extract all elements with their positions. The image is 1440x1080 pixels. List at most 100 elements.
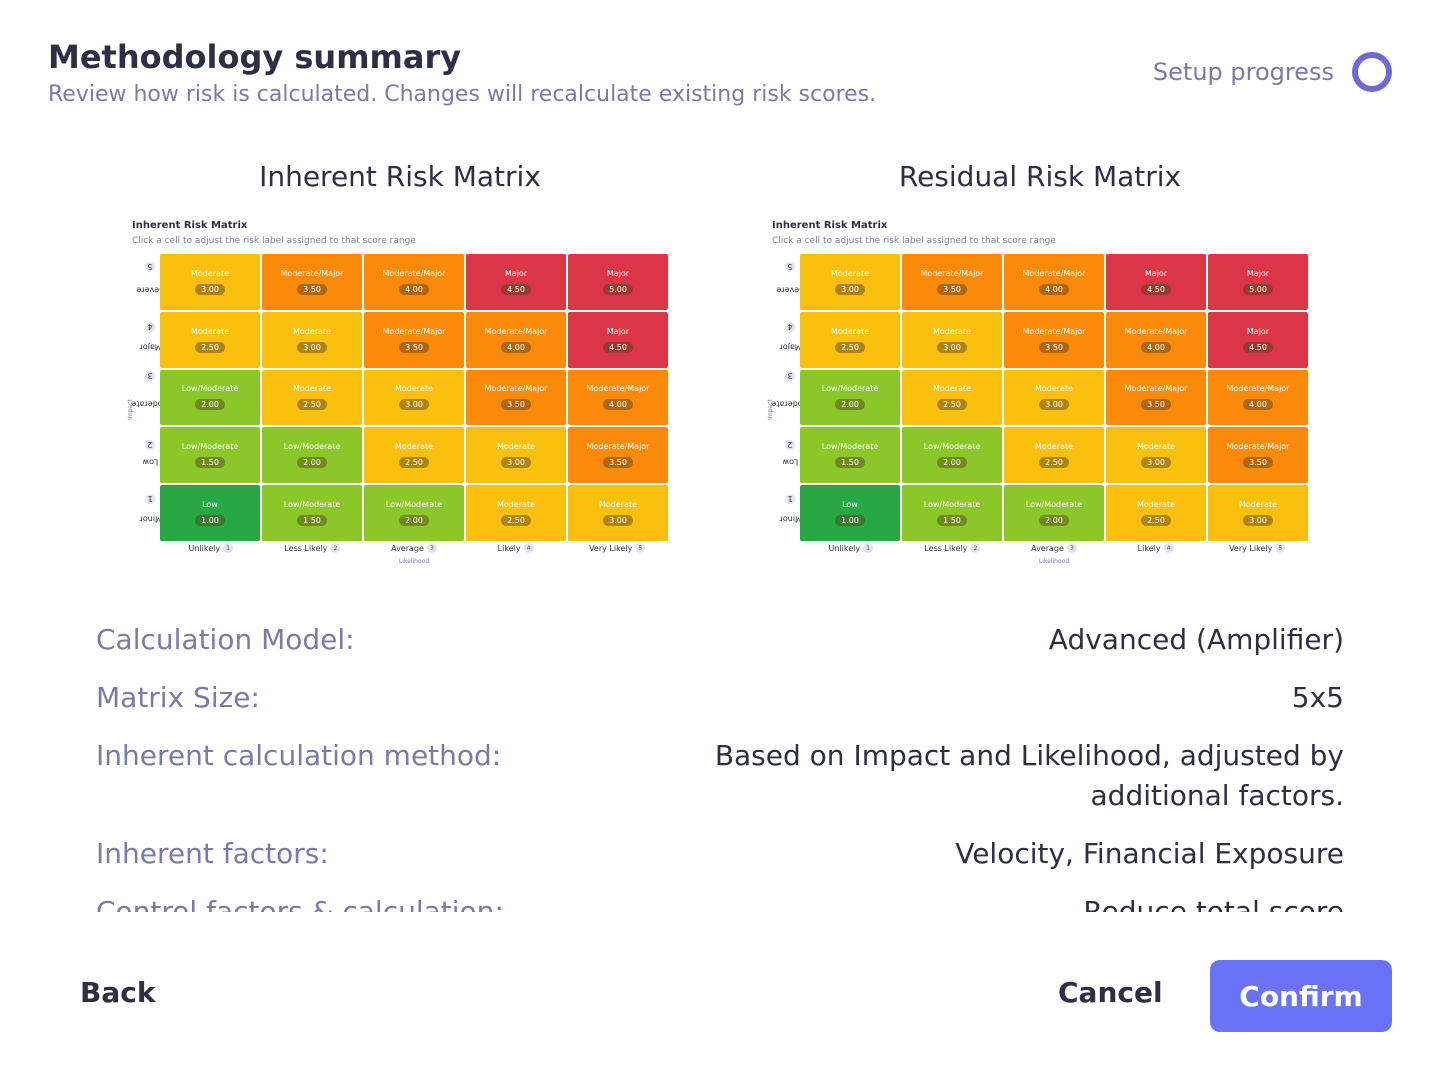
cell-risk-label: Moderate (496, 500, 536, 510)
cell-risk-label: Moderate/Major (1022, 268, 1086, 278)
matrix-cell[interactable]: Low/Moderate 1.50 (160, 427, 260, 484)
matrix-cell[interactable]: Major 5.00 (568, 254, 668, 310)
matrix-cell[interactable]: Moderate 2.50 (1106, 485, 1206, 541)
matrix-cell[interactable]: Moderate/Major 3.50 (568, 427, 668, 484)
row-number-badge: 5 (785, 261, 796, 272)
matrix-cell[interactable]: Low/Moderate 2.00 (262, 427, 362, 484)
matrix-cell[interactable]: Low/Moderate 2.00 (1004, 485, 1104, 541)
matrix-cell[interactable]: Low/Moderate 2.00 (902, 427, 1002, 484)
matrix-cell[interactable]: Major 4.50 (1208, 311, 1308, 368)
matrix-mini-subtitle: Click a cell to adjust the risk label as… (132, 236, 416, 246)
matrix-cell[interactable]: Low/Moderate 2.00 (364, 485, 464, 541)
setup-progress[interactable]: Setup progress (1153, 52, 1392, 92)
matrix-cell[interactable]: Moderate/Major 4.00 (1004, 254, 1104, 310)
matrix-cell[interactable]: Moderate 2.50 (262, 369, 362, 426)
confirm-button[interactable]: Confirm (1210, 960, 1392, 1032)
cell-risk-label: Major (606, 268, 630, 278)
matrix-cell[interactable]: Moderate/Major 3.50 (262, 254, 362, 310)
matrix-cell[interactable]: Moderate 2.50 (466, 485, 566, 541)
cell-score-badge: 3.50 (603, 457, 633, 469)
cell-score-badge: 4.50 (1243, 341, 1273, 353)
matrix-cell[interactable]: Moderate 2.50 (902, 369, 1002, 426)
matrix-cell[interactable]: Moderate/Major 4.00 (1208, 369, 1308, 426)
matrix-heading: Inherent Risk Matrix (259, 160, 541, 193)
matrix-cell[interactable]: Low/Moderate 1.50 (800, 427, 900, 484)
matrix-cell[interactable]: Moderate/Major 3.50 (1208, 427, 1308, 484)
cell-score-badge: 3.50 (399, 341, 429, 353)
matrix-cell[interactable]: Low/Moderate 1.50 (262, 485, 362, 541)
matrix-cell[interactable]: Moderate/Major 4.00 (466, 311, 566, 368)
matrix-cell[interactable]: Moderate/Major 3.50 (1004, 311, 1104, 368)
matrix-cell[interactable]: Moderate 3.00 (160, 254, 260, 310)
matrix-cell[interactable]: Moderate 2.50 (800, 311, 900, 368)
matrix-cell[interactable]: Moderate/Major 3.50 (466, 369, 566, 426)
page-title: Methodology summary (48, 38, 462, 76)
matrix-cell[interactable]: Low 1.00 (800, 485, 900, 541)
matrix-cell[interactable]: Moderate 3.00 (364, 369, 464, 426)
detail-row: Matrix Size: 5x5 (96, 678, 1344, 718)
column-label-text: Unlikely (188, 543, 221, 553)
matrix-cell[interactable]: Moderate 3.00 (1106, 427, 1206, 484)
back-button[interactable]: Back (80, 976, 156, 1009)
methodology-details[interactable]: Calculation Model: Advanced (Amplifier) Ma… (96, 620, 1344, 912)
row-number-badge: 3 (785, 371, 796, 382)
detail-row: Inherent factors: Velocity, Financial Exp… (96, 834, 1344, 874)
cell-risk-label: Major (1246, 326, 1270, 336)
cell-score-badge: 2.50 (835, 341, 865, 353)
row-label: Moderate 3 (131, 369, 169, 426)
detail-label: Control factors & calculation: (96, 895, 504, 912)
matrix-cell[interactable]: Low/Moderate 2.00 (160, 369, 260, 426)
matrix-cell[interactable]: Moderate/Major 4.00 (568, 369, 668, 426)
cell-score-badge: 2.50 (937, 399, 967, 411)
matrix-cell[interactable]: Moderate 3.00 (1208, 485, 1308, 541)
matrix-mini-title: Inherent Risk Matrix (772, 220, 888, 231)
cell-risk-label: Major (504, 268, 528, 278)
matrix-cell[interactable]: Moderate/Major 4.00 (1106, 311, 1206, 368)
matrix-cell[interactable]: Moderate 3.00 (568, 485, 668, 541)
matrix-cell[interactable]: Major 5.00 (1208, 254, 1308, 310)
x-axis-title: Likelihood (1038, 558, 1070, 565)
matrix-cell[interactable]: Major 4.50 (568, 311, 668, 368)
cell-score-badge: 3.00 (399, 399, 429, 411)
row-label-text: Minor (778, 514, 802, 524)
cell-risk-label: Moderate (292, 384, 332, 394)
column-label: Unlikely 1 (800, 543, 902, 553)
matrix-cell[interactable]: Major 4.50 (466, 254, 566, 310)
cell-risk-label: Moderate (830, 268, 870, 278)
cell-score-badge: 3.00 (1039, 399, 1069, 411)
matrix-cell[interactable]: Moderate 3.00 (800, 254, 900, 310)
matrix-cell[interactable]: Moderate 3.00 (466, 427, 566, 484)
matrix-cell[interactable]: Low 1.00 (160, 485, 260, 541)
matrix-cell[interactable]: Moderate 3.00 (1004, 369, 1104, 426)
detail-row: Inherent calculation method: Based on Imp… (96, 736, 1344, 816)
matrix-cell[interactable]: Moderate 3.00 (902, 311, 1002, 368)
matrix-cell[interactable]: Low/Moderate 2.00 (800, 369, 900, 426)
matrix-cell[interactable]: Moderate/Major 3.50 (1106, 369, 1206, 426)
cell-score-badge: 1.00 (835, 515, 865, 527)
inherent-matrix-panel: Inherent Risk Matrix Inherent Risk Matri… (127, 160, 670, 580)
detail-value: Reduce total score (1083, 895, 1344, 912)
cell-risk-label: Moderate (1136, 500, 1176, 510)
detail-value: Velocity, Financial Exposure (955, 837, 1344, 870)
matrix-mini-title: Inherent Risk Matrix (132, 220, 248, 231)
cell-risk-label: Moderate (598, 500, 638, 510)
cell-risk-label: Moderate (190, 268, 230, 278)
matrix-cell[interactable]: Moderate 3.00 (262, 311, 362, 368)
column-label-text: Average (391, 543, 424, 553)
cell-risk-label: Major (1246, 268, 1270, 278)
cell-score-badge: 3.00 (195, 283, 225, 295)
matrix-cell[interactable]: Moderate/Major 4.00 (364, 254, 464, 310)
row-label-text: Major (778, 342, 802, 352)
matrix-cell[interactable]: Moderate 2.50 (364, 427, 464, 484)
cell-risk-label: Moderate (1034, 442, 1074, 452)
cancel-button[interactable]: Cancel (1058, 976, 1163, 1009)
matrix-cell[interactable]: Moderate/Major 3.50 (364, 311, 464, 368)
matrix-cell[interactable]: Major 4.50 (1106, 254, 1206, 310)
matrix-cell[interactable]: Moderate 2.50 (1004, 427, 1104, 484)
cell-score-badge: 4.50 (603, 341, 633, 353)
matrix-cell[interactable]: Moderate/Major 3.50 (902, 254, 1002, 310)
cell-risk-label: Moderate/Major (1124, 326, 1188, 336)
matrix-cell[interactable]: Moderate 2.50 (160, 311, 260, 368)
matrix-cell[interactable]: Low/Moderate 1.50 (902, 485, 1002, 541)
cell-score-badge: 1.00 (195, 515, 225, 527)
